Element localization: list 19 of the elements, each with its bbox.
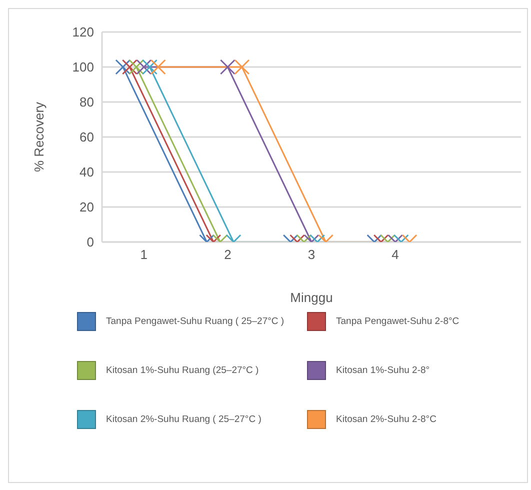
x-tick-label: 1: [140, 247, 148, 262]
y-tick-label: 20: [80, 200, 94, 215]
legend-label: Tanpa Pengawet-Suhu 2-8°C: [336, 316, 460, 327]
y-tick-label: 0: [86, 234, 94, 250]
x-axis-title: Minggu: [290, 290, 333, 305]
y-tick-label: 80: [80, 94, 94, 110]
legend-label: Tanpa Pengawet-Suhu Ruang ( 25–27°C ): [106, 316, 284, 327]
y-tick-label: 60: [80, 130, 94, 145]
x-tick-label: 2: [224, 247, 232, 262]
y-tick-label: 120: [72, 24, 94, 40]
y-tick-label: 100: [72, 60, 94, 75]
x-tick-label: 3: [308, 247, 316, 262]
legend-label: Kitosan 2%-Suhu Ruang ( 25–27°C ): [106, 414, 262, 425]
legend-label: Kitosan 1%-Suhu Ruang (25–27°C ): [106, 365, 259, 376]
y-axis-title: % Recovery: [32, 101, 47, 172]
legend-label: Kitosan 2%-Suhu 2-8°C: [336, 414, 436, 425]
x-tick-label: 4: [392, 247, 399, 262]
legend-label: Kitosan 1%-Suhu 2-8°: [336, 365, 430, 376]
y-tick-label: 40: [80, 164, 94, 180]
